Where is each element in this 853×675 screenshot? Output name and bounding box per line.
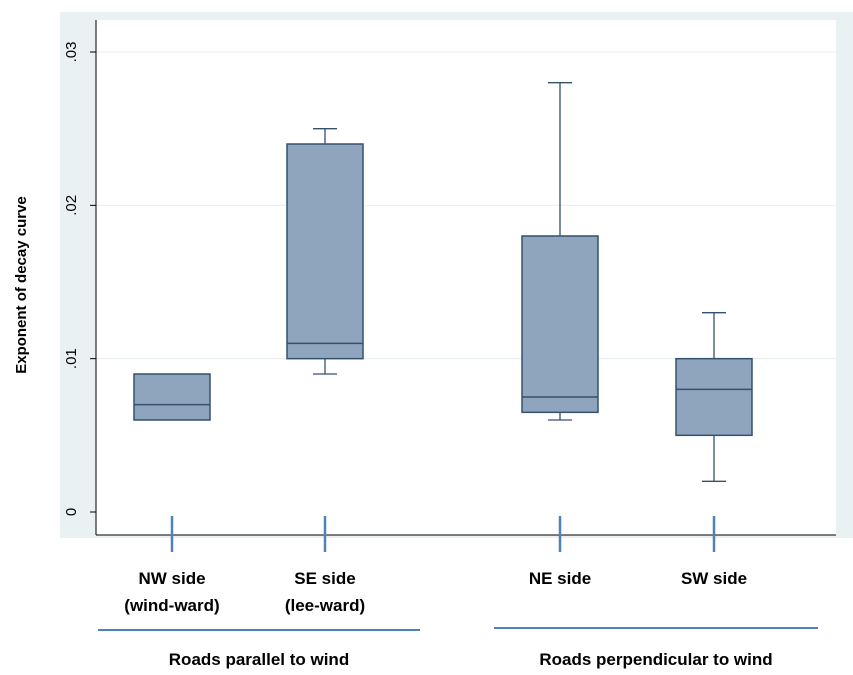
category-label-4: SW side (634, 565, 794, 592)
box-2 (286, 128, 364, 375)
y-tick-label: .01 (63, 348, 80, 369)
box-1 (133, 373, 211, 421)
box-iqr (521, 235, 599, 414)
category-label-line1: NE side (528, 569, 592, 588)
y-ticks: 0 .01 .02 .03 (63, 42, 96, 516)
category-label-2: SE side (lee-ward) (245, 565, 405, 619)
y-tick-label: 0 (63, 508, 80, 516)
y-axis-label: Exponent of decay curve (13, 196, 30, 374)
group-label-perpendicular: Roads perpendicular to wind (539, 650, 773, 669)
boxes (133, 82, 753, 482)
box-3 (521, 82, 599, 421)
y-tick-label: .02 (63, 195, 80, 216)
category-label-line2: (lee-ward) (284, 596, 366, 615)
category-label-line1: SW side (680, 569, 748, 588)
category-label-line2: (wind-ward) (124, 596, 220, 615)
category-label-3: NE side (480, 565, 640, 592)
box-iqr (675, 357, 753, 437)
category-label-1: NW side (wind-ward) (92, 565, 252, 619)
group-underline-perpendicular (494, 627, 818, 629)
box-iqr (133, 373, 211, 421)
plot-area (96, 20, 836, 535)
category-label-line1: SE side (294, 569, 356, 588)
group-label-parallel: Roads parallel to wind (168, 650, 350, 669)
x-ticks (170, 516, 716, 552)
y-tick-label: .03 (63, 42, 80, 63)
category-label-line1: NW side (138, 569, 206, 588)
group-underline-parallel (98, 629, 420, 631)
box-4 (675, 312, 753, 482)
box-iqr (286, 143, 364, 360)
